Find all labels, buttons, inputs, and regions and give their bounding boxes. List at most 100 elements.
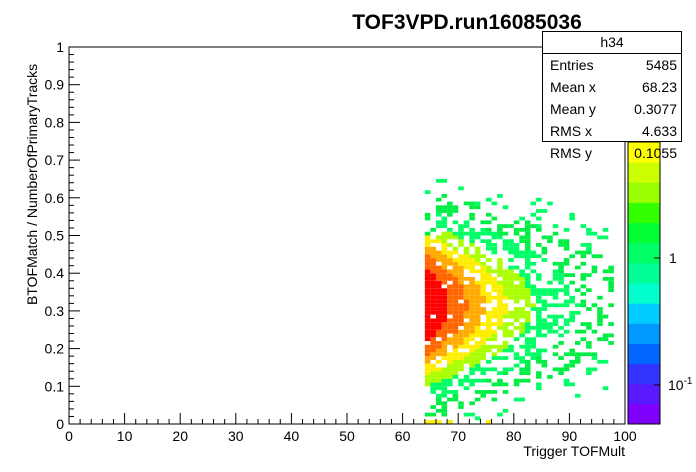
heatmap-cell <box>547 374 553 379</box>
heatmap-cell <box>452 261 459 266</box>
heatmap-cell <box>424 367 431 372</box>
heatmap-cell <box>563 303 570 308</box>
heatmap-cell <box>447 374 453 379</box>
heatmap-cell <box>536 310 542 315</box>
heatmap-cell <box>441 374 448 379</box>
heatmap-cell <box>591 231 598 236</box>
heatmap-cell <box>513 254 520 259</box>
heatmap-cell <box>552 261 559 266</box>
heatmap-cell <box>469 280 475 285</box>
heatmap-cell <box>541 288 548 293</box>
heatmap-cell <box>530 303 537 308</box>
heatmap-cell <box>452 393 459 398</box>
heatmap-cell <box>508 246 514 251</box>
heatmap-cell <box>435 239 442 244</box>
heatmap-cell <box>430 227 436 232</box>
heatmap-cell <box>441 356 448 360</box>
heatmap-cell <box>424 348 431 353</box>
heatmap-cell <box>524 250 531 255</box>
heatmap-cell <box>602 337 609 342</box>
heatmap-cell <box>513 292 520 296</box>
heatmap-cell <box>502 239 509 244</box>
heatmap-cell <box>469 303 475 308</box>
heatmap-cell <box>519 254 525 259</box>
heatmap-cell <box>441 318 448 323</box>
heatmap-cell <box>536 325 542 330</box>
heatmap-cell <box>469 359 475 364</box>
heatmap-cell <box>536 288 542 293</box>
heatmap-cell <box>524 231 531 236</box>
heatmap-cell <box>536 209 542 213</box>
heatmap-cell <box>497 224 503 228</box>
x-tick-label: 70 <box>450 428 466 444</box>
heatmap-cell <box>463 295 470 300</box>
heatmap-cell <box>586 322 592 326</box>
heatmap-cell <box>474 322 481 326</box>
stats-row-mean-x: Mean x 68.23 <box>543 76 681 98</box>
heatmap-cell <box>424 212 431 217</box>
heatmap-cell <box>469 292 475 296</box>
heatmap-cell <box>524 367 531 372</box>
heatmap-cell <box>580 322 587 326</box>
heatmap-cell <box>486 333 492 338</box>
heatmap-cell <box>486 269 492 274</box>
heatmap-cell <box>469 205 475 210</box>
heatmap-cell <box>597 322 603 326</box>
heatmap-cell <box>435 310 442 315</box>
heatmap-cell <box>469 322 475 326</box>
heatmap-cell <box>602 314 609 319</box>
heatmap-cell <box>508 265 514 270</box>
heatmap-cell <box>552 367 559 372</box>
heatmap-cell <box>435 299 442 304</box>
heatmap-cell <box>469 363 475 368</box>
heatmap-cell <box>597 307 603 311</box>
heatmap-cell <box>430 325 436 330</box>
heatmap-cell <box>569 273 575 277</box>
heatmap-cell <box>524 371 531 375</box>
heatmap-cell <box>497 318 503 323</box>
heatmap-cell <box>502 356 509 360</box>
heatmap-cell <box>463 258 470 262</box>
heatmap-cell <box>524 258 531 262</box>
heatmap-cell <box>435 318 442 323</box>
heatmap-cell <box>441 390 448 394</box>
heatmap-cell <box>486 292 492 296</box>
heatmap-cell <box>486 348 492 353</box>
heatmap-cell <box>480 280 486 285</box>
heatmap-cell <box>502 371 509 375</box>
heatmap-cell <box>458 363 464 368</box>
heatmap-cell <box>463 356 470 360</box>
heatmap-cell <box>513 273 520 277</box>
heatmap-cell <box>447 371 453 375</box>
heatmap-cell <box>608 288 614 293</box>
heatmap-cell <box>480 352 486 357</box>
heatmap-cell <box>563 318 570 323</box>
heatmap-cell <box>536 352 542 357</box>
heatmap-cell <box>502 288 509 293</box>
heatmap-cell <box>458 254 464 259</box>
heatmap-cell <box>458 314 464 319</box>
heatmap-cell <box>502 344 509 349</box>
heatmap-cell <box>474 254 481 259</box>
heatmap-cell <box>435 292 442 296</box>
heatmap-cell <box>513 276 520 281</box>
heatmap-cell <box>480 239 486 244</box>
heatmap-cell <box>602 386 609 391</box>
heatmap-cell <box>580 303 587 308</box>
heatmap-cell <box>441 348 448 353</box>
heatmap-cell <box>491 333 498 338</box>
heatmap-cell <box>430 386 436 391</box>
heatmap-cell <box>524 261 531 266</box>
heatmap-cell <box>424 420 431 424</box>
heatmap-cell <box>458 337 464 342</box>
heatmap-cell <box>569 299 575 304</box>
heatmap-cell <box>536 329 542 334</box>
heatmap-cell <box>541 325 548 330</box>
heatmap-cell <box>541 348 548 353</box>
heatmap-cell <box>519 269 525 274</box>
heatmap-cell <box>558 341 564 345</box>
heatmap-cell <box>591 269 598 274</box>
palette-band <box>628 403 660 425</box>
palette-band <box>628 202 660 224</box>
heatmap-cell <box>441 254 448 259</box>
